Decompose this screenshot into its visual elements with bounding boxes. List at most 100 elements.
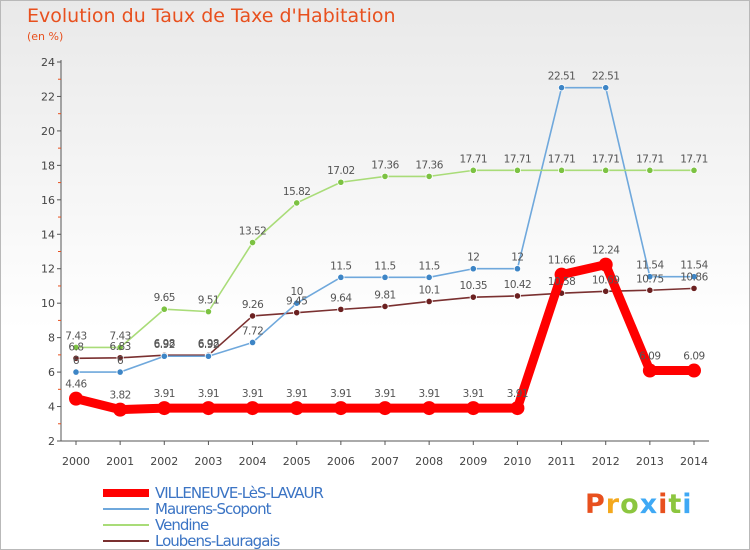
data-label: 9.51 [198,295,219,307]
y-tick-label: 20 [41,125,55,138]
logo-letter: o [620,489,640,520]
data-point [72,368,80,376]
data-label: 10 [291,286,303,298]
data-label: 11.54 [680,260,708,272]
x-tick-label: 2013 [636,455,664,468]
data-label: 15.82 [283,186,311,198]
data-label: 10.75 [636,273,664,285]
data-point [293,299,301,307]
x-tick-label: 2000 [62,455,90,468]
data-label: 22.51 [592,71,620,83]
legend-swatch [103,508,149,510]
data-point [293,309,301,317]
data-label: 9.81 [374,289,395,301]
data-label: 17.71 [504,153,532,165]
x-tick-label: 2011 [548,455,576,468]
data-label: 12 [511,252,523,264]
data-point [337,305,345,313]
data-labels-layer: 4.46 3.82 3.91 3.91 3.91 3.91 3.91 3.91 3.91 3.91… [65,71,709,402]
data-point [381,273,389,281]
legend-label: VILLENEUVE-LèS-LAVAUR [155,484,324,502]
data-label: 13.52 [239,226,267,238]
data-label: 6.83 [109,341,130,353]
data-point [425,273,433,281]
data-label: 17.71 [636,153,664,165]
data-point [204,308,213,316]
data-point [116,343,124,352]
logo-letter: r [605,489,621,520]
data-point [160,352,168,360]
data-label: 10.35 [460,280,488,292]
data-point [554,267,569,282]
y-tick-label: 4 [48,401,55,414]
data-point [598,257,613,272]
data-label: 6.98 [198,338,219,350]
data-label: 9.64 [330,292,352,304]
data-label: 3.91 [507,388,528,400]
data-label: 6.09 [683,351,704,363]
y-tick-label: 16 [41,194,55,207]
data-point [69,391,83,406]
legend-item: Vendine [101,516,323,534]
data-label: 17.71 [548,153,576,165]
data-point [602,287,610,295]
data-point [513,265,522,273]
data-point [557,166,566,174]
legend-label: Loubens-Lauragais [155,532,280,550]
data-label: 10.86 [680,271,708,283]
chart-unit-label: (en %) [27,30,64,43]
data-point [602,84,610,92]
data-point [248,312,257,320]
data-label: 6 [73,355,80,367]
legend-swatch [103,489,149,497]
legend-item: Loubens-Lauragais [101,532,323,550]
data-point [513,292,522,300]
logo-letter: t [668,489,683,520]
data-label: 9.26 [242,299,264,311]
x-tick-label: 2008 [415,455,443,468]
data-label: 6.92 [198,339,219,351]
proxiti-logo: Proxiti [585,489,693,520]
x-tick-label: 2003 [194,455,222,468]
data-label: 3.82 [109,390,130,402]
data-label: 11.5 [330,260,351,272]
legend: VILLENEUVE-LèS-LAVAUR Maurens-Scopont Ve… [101,484,324,550]
data-point [245,401,260,416]
data-label: 9.45 [286,296,307,308]
data-point [157,401,172,416]
y-tick-label: 22 [41,90,55,103]
data-label: 17.71 [592,153,620,165]
data-label: 17.36 [415,159,443,171]
y-tick-label: 12 [41,263,55,276]
data-label: 3.91 [154,388,175,400]
data-point [293,199,301,207]
data-label: 17.71 [680,153,708,165]
data-point [687,363,701,378]
data-label: 6 [117,355,124,367]
data-label: 22.51 [548,71,576,83]
data-point [378,401,392,416]
y-tick-label: 24 [41,56,55,69]
data-label: 12.24 [592,245,620,257]
data-label: 7.43 [109,330,130,342]
chart-title: Evolution du Taux de Taxe d'Habitation [27,5,396,27]
data-point [72,354,80,362]
data-point [425,297,433,306]
legend-label: Maurens-Scopont [155,500,271,518]
data-point [337,273,345,281]
data-label: 11.5 [374,260,395,272]
x-tick-label: 2006 [327,455,355,468]
data-label: 6.92 [154,339,175,351]
data-point [557,84,566,92]
x-tick-label: 2014 [680,455,708,468]
logo-letter: i [658,489,669,520]
x-tick-label: 2001 [106,455,134,468]
data-point [201,401,216,416]
data-point [116,354,124,362]
data-point [248,238,257,247]
data-label: 9.65 [154,292,175,304]
data-point [381,172,389,180]
legend-item: VILLENEUVE-LèS-LAVAUR [101,484,324,502]
data-point [513,166,522,174]
